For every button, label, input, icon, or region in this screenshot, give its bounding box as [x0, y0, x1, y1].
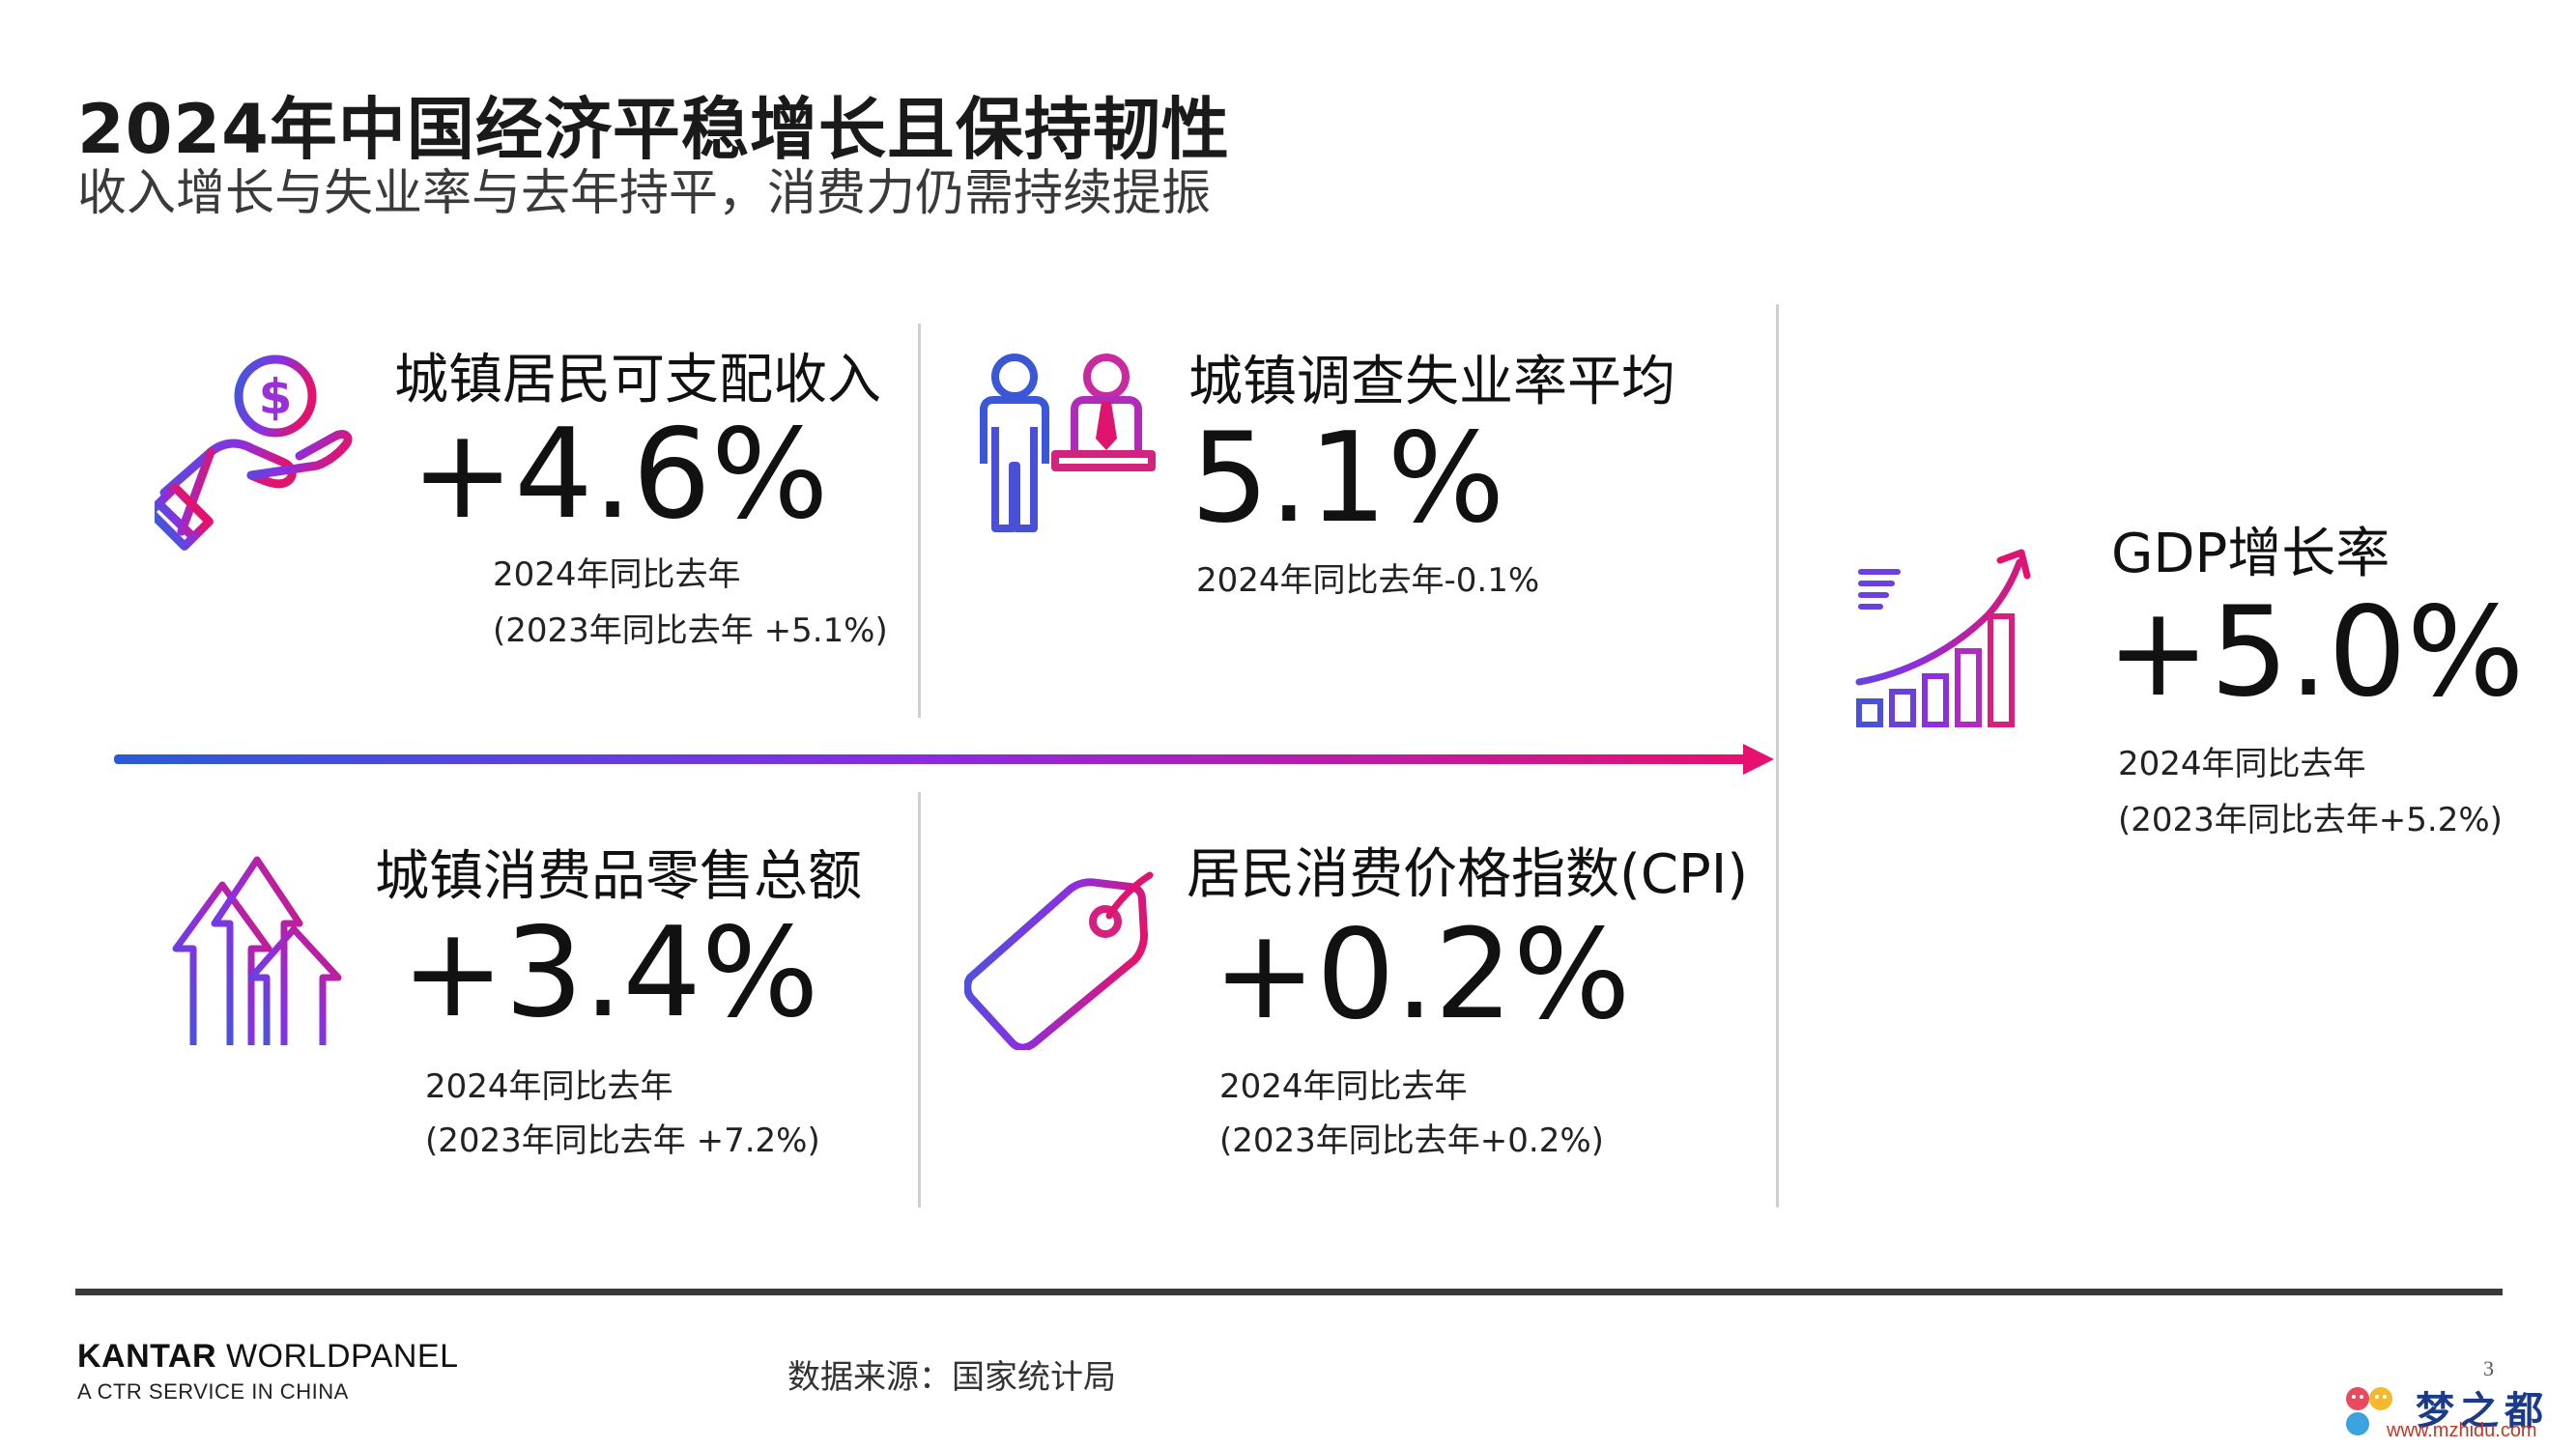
page-title: 2024年中国经济平稳增长且保持韧性	[77, 90, 1230, 169]
page-subtitle: 收入增长与失业率与去年持平，消费力仍需持续提振	[77, 165, 1212, 222]
page-number: 3	[2483, 1356, 2494, 1380]
watermark-logo-icon	[2346, 1387, 2392, 1435]
brand-bold: KANTAR	[77, 1338, 217, 1375]
income-note-2: (2023年同比去年 +5.1%)	[493, 611, 888, 650]
cpi-value: +0.2%	[1213, 903, 1631, 1047]
gdp-value: +5.0%	[2106, 581, 2525, 724]
brand-logo: KANTAR WORLDPANEL	[77, 1338, 459, 1376]
brand-rest: WORLDPANEL	[216, 1338, 459, 1375]
cpi-icon-wrap	[963, 871, 1158, 1054]
brand-tagline: A CTR SERVICE IN CHINA	[77, 1379, 349, 1404]
hand-coin-icon: $	[146, 355, 353, 551]
svg-text:$: $	[259, 369, 293, 425]
unemployment-note-1: 2024年同比去年-0.1%	[1196, 561, 1540, 600]
income-value: +4.6%	[411, 403, 829, 547]
divider-top-middle	[918, 324, 921, 718]
income-icon-wrap: $	[146, 348, 358, 554]
retail-note-1: 2024年同比去年	[425, 1067, 673, 1106]
footer-rule	[75, 1289, 2503, 1295]
retail-label: 城镇消费品零售总额	[375, 845, 862, 908]
unemployment-value: 5.1%	[1190, 407, 1505, 551]
retail-icon-wrap	[172, 852, 346, 1059]
watermark-text: 梦之都	[2416, 1389, 2549, 1434]
cpi-label: 居民消费价格指数(CPI)	[1187, 843, 1749, 906]
unemployment-label: 城镇调查失业率平均	[1188, 351, 1675, 413]
watermark-url: www.mzhidu.com	[2387, 1420, 2537, 1441]
cpi-note-1: 2024年同比去年	[1219, 1067, 1468, 1106]
retail-note-2: (2023年同比去年 +7.2%)	[425, 1121, 820, 1160]
workers-icon	[980, 354, 1156, 532]
growth-chart-icon	[1846, 549, 2034, 735]
divider-right	[1776, 304, 1779, 1207]
data-source: 数据来源：国家统计局	[787, 1358, 1116, 1397]
gdp-label: GDP增长率	[2111, 523, 2390, 585]
gdp-icon-wrap	[1844, 547, 2037, 744]
income-note-1: 2024年同比去年	[493, 555, 741, 594]
retail-value: +3.4%	[401, 901, 819, 1045]
rising-arrows-icon	[172, 856, 342, 1052]
divider-bottom-middle	[918, 792, 921, 1207]
gdp-note-1: 2024年同比去年	[2118, 745, 2366, 783]
price-tag-icon	[963, 871, 1154, 1052]
unemployment-icon-wrap	[966, 350, 1159, 542]
cpi-note-2: (2023年同比去年+0.2%)	[1219, 1121, 1604, 1160]
income-label: 城镇居民可支配收入	[394, 349, 881, 412]
timeline-arrow	[114, 744, 1774, 775]
gdp-note-2: (2023年同比去年+5.2%)	[2118, 801, 2503, 839]
